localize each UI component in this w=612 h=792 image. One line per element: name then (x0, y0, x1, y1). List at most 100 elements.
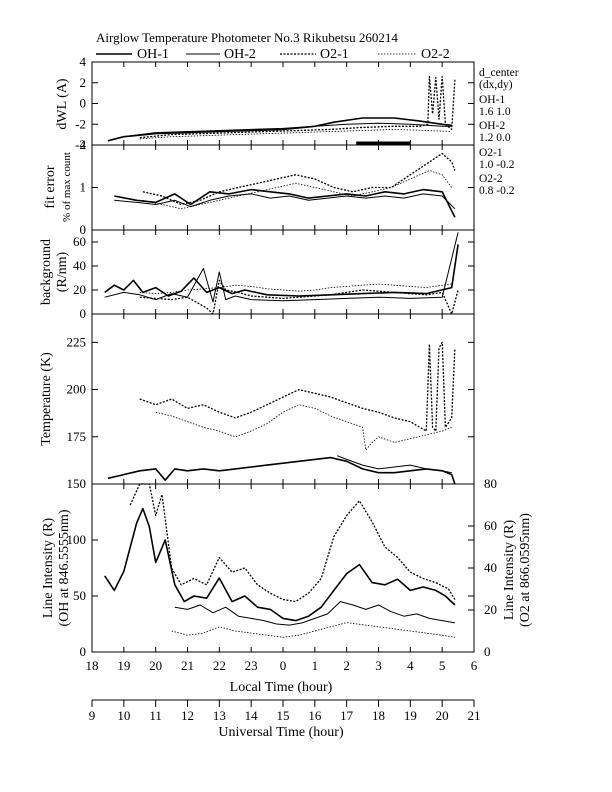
legend: OH-1 OH-2 O2-1 O2-2 (96, 47, 450, 62)
ytick-label-int: 50 (73, 588, 86, 603)
local-tick-label: 3 (375, 658, 382, 673)
ut-tick-label: 13 (213, 708, 226, 723)
chart-title: Airglow Temperature Photometer No.3 Riku… (96, 30, 398, 45)
series-dwl-oh-2 (107, 122, 452, 142)
series-fit-oh-2 (114, 193, 456, 210)
series-bg-o2-2 (139, 283, 452, 295)
side-text-1: (dx,dy) (479, 79, 513, 91)
series-int-oh-2 (174, 601, 455, 626)
series-fit-o2-2 (142, 170, 453, 210)
local-tick-label: 18 (86, 658, 99, 673)
side-text-3: 1.6 1.0 (479, 106, 511, 118)
series-temp-o2-2 (155, 404, 452, 451)
side-text-9: 0.8 -0.2 (479, 185, 515, 197)
panel-frame-temp (91, 313, 475, 485)
ut-tick-label: 10 (117, 708, 130, 723)
ylabel-fit-2: % of max count (61, 152, 73, 222)
local-tick-label: 6 (471, 658, 478, 673)
xlabel-local: Local Time (hour) (230, 680, 333, 695)
local-tick-label: 1 (312, 658, 319, 673)
series-int-oh-1 (104, 507, 456, 622)
ut-tick-label: 9 (89, 708, 96, 723)
ytick-label-bg: 60 (73, 234, 86, 249)
ut-tick-label: 19 (404, 708, 417, 723)
series-dwl-o2-1 (139, 75, 456, 139)
legend-label-o22: O2-2 (421, 47, 450, 62)
side-text-4: OH-2 (479, 120, 505, 132)
legend-label-oh1: OH-1 (137, 47, 169, 62)
legend-label-oh2: OH-2 (224, 47, 256, 62)
series-int-o2-1 (129, 483, 456, 603)
ytick-label-dwl: -4 (75, 137, 86, 152)
ytick-label-int: 0 (80, 644, 87, 659)
ut-tick-label: 21 (468, 708, 481, 723)
ytick-label-temp: 225 (67, 334, 87, 349)
series-fit-oh-1 (114, 188, 456, 218)
ytick-label-int: 100 (67, 532, 87, 547)
ylabel-temp: Temperature (K) (39, 352, 54, 446)
right-ytick-label: 40 (484, 560, 497, 575)
panel-frame-fit (91, 144, 475, 231)
ytick-label-temp: 175 (67, 429, 87, 444)
ut-tick-label: 14 (245, 708, 259, 723)
right-ylabel-int-2: (O2 at 866.0595nm) (518, 513, 533, 627)
ylabel-int-2: (OH at 846.5555nm) (57, 509, 72, 626)
ytick-label-fit: 0 (80, 222, 87, 237)
panel-frame-dwl (91, 61, 475, 146)
ytick-label-temp: 200 (67, 382, 87, 397)
local-tick-label: 20 (149, 658, 162, 673)
ytick-label-fit: 2 (80, 137, 87, 152)
ut-tick-label: 12 (181, 708, 194, 723)
ylabel-bg-1: background (39, 239, 54, 305)
ytick-label-temp: 150 (67, 476, 87, 491)
local-tick-label: 5 (439, 658, 446, 673)
ytick-label-bg: 20 (73, 282, 86, 297)
ut-tick-label: 17 (340, 708, 354, 723)
series-fit-o2-1 (142, 152, 456, 206)
axis-ticks: 420-2-4210604020022520017515010050080604… (67, 54, 498, 723)
data-series (104, 75, 459, 638)
panel-frame-bg (91, 229, 475, 315)
side-text-8: O2-2 (479, 173, 503, 185)
ytick-label-dwl: 2 (80, 75, 87, 90)
panel-frame-int (91, 483, 475, 653)
ytick-label-fit: 1 (80, 180, 87, 195)
local-tick-label: 19 (117, 658, 130, 673)
ut-tick-label: 20 (436, 708, 449, 723)
ut-tick-label: 16 (308, 708, 322, 723)
local-tick-label: 2 (343, 658, 350, 673)
ylabel-int-1: Line Intensity (R) (41, 518, 56, 619)
local-tick-label: 23 (245, 658, 258, 673)
series-bg-oh-2 (104, 232, 459, 303)
side-text: d_center (dx,dy) OH-1 1.6 1.0 OH-2 1.2 0… (479, 67, 519, 197)
side-text-5: 1.2 0.0 (479, 132, 511, 144)
xlabel-ut: Universal Time (hour) (218, 725, 344, 740)
right-ytick-label: 60 (484, 518, 497, 533)
ut-tick-label: 18 (372, 708, 385, 723)
ytick-label-dwl: 4 (80, 54, 87, 69)
series-dwl-o2-2 (139, 128, 452, 140)
right-ytick-label: 80 (484, 476, 497, 491)
ut-tick-label: 11 (149, 708, 162, 723)
right-ytick-label: 0 (484, 644, 491, 659)
right-ytick-label: 20 (484, 602, 497, 617)
ytick-label-bg: 40 (73, 258, 86, 273)
ytick-label-bg: 0 (80, 306, 87, 321)
side-text-7: 1.0 -0.2 (479, 159, 515, 171)
ytick-label-dwl: -2 (75, 116, 86, 131)
series-bg-oh-1 (104, 244, 459, 297)
side-text-2: OH-1 (479, 94, 505, 106)
local-tick-label: 0 (280, 658, 287, 673)
series-temp-oh-2 (336, 455, 452, 474)
local-tick-label: 4 (407, 658, 414, 673)
local-tick-label: 21 (181, 658, 194, 673)
series-dwl-oh-1 (107, 117, 452, 142)
ytick-label-dwl: 0 (80, 96, 87, 111)
side-text-6: O2-1 (479, 147, 503, 159)
local-tick-label: 22 (213, 658, 226, 673)
ylabel-bg-2: (R/nm) (55, 251, 70, 292)
series-temp-o2-1 (139, 341, 456, 432)
ylabel-fit-1: fit error (43, 165, 58, 208)
right-ylabel-int-1: Line Intensity (R) (502, 520, 517, 621)
